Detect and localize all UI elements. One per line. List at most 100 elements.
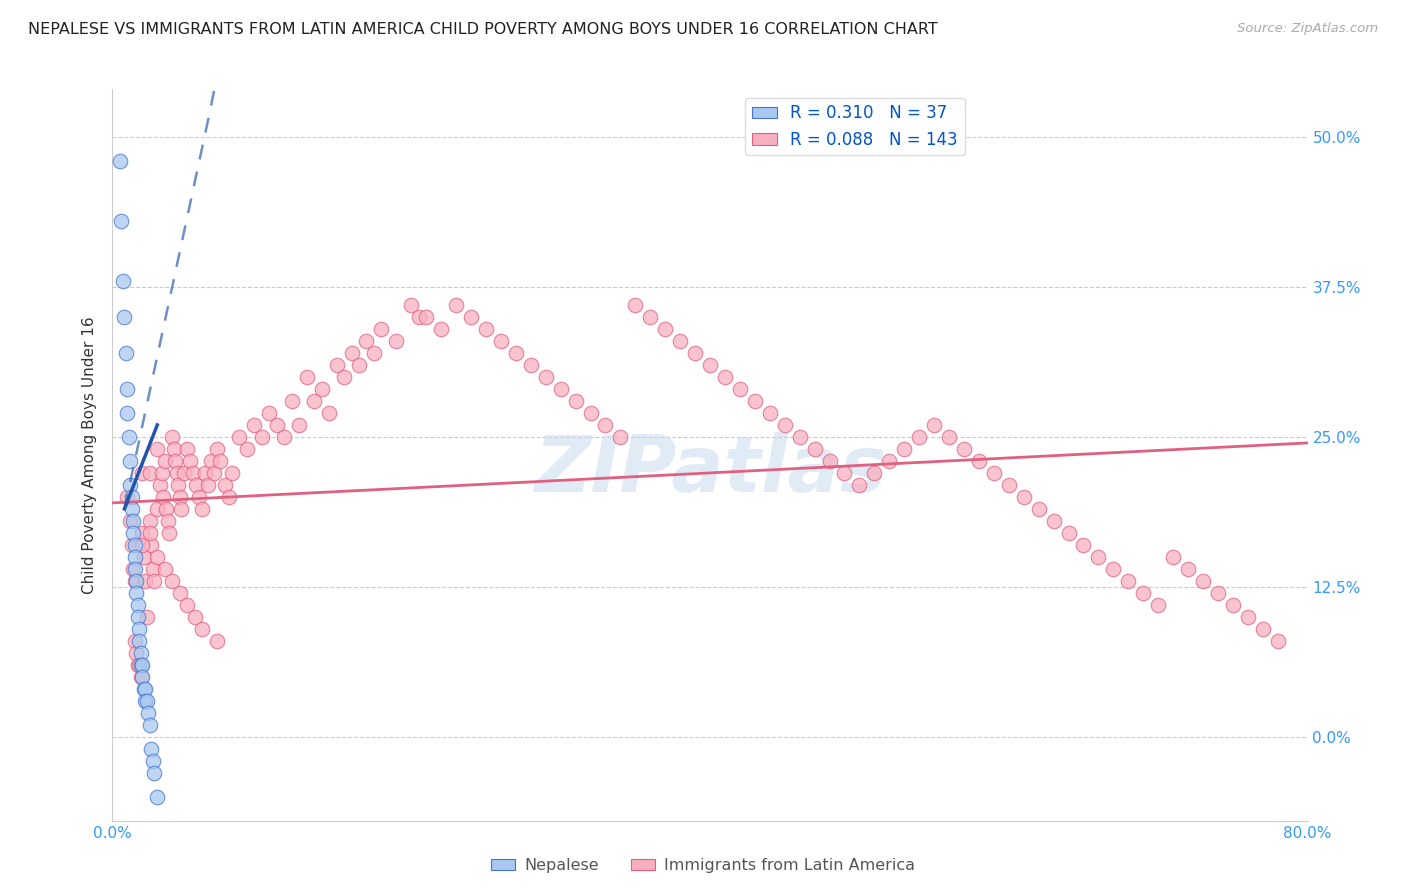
Point bbox=[401, 298, 423, 312]
Point bbox=[117, 490, 139, 504]
Point bbox=[143, 765, 166, 780]
Point bbox=[1102, 562, 1125, 576]
Point bbox=[173, 466, 195, 480]
Point bbox=[266, 417, 288, 432]
Point bbox=[1087, 549, 1109, 564]
Point bbox=[169, 586, 191, 600]
Point bbox=[877, 454, 901, 468]
Point bbox=[142, 562, 165, 576]
Legend: R = 0.310   N = 37, R = 0.088   N = 143: R = 0.310 N = 37, R = 0.088 N = 143 bbox=[745, 97, 965, 155]
Point bbox=[550, 382, 572, 396]
Point bbox=[759, 406, 782, 420]
Point bbox=[162, 430, 183, 444]
Point bbox=[165, 454, 187, 468]
Point bbox=[131, 466, 153, 480]
Point bbox=[638, 310, 662, 324]
Point bbox=[1206, 586, 1229, 600]
Point bbox=[998, 478, 1021, 492]
Point bbox=[773, 417, 796, 432]
Text: NEPALESE VS IMMIGRANTS FROM LATIN AMERICA CHILD POVERTY AMONG BOYS UNDER 16 CORR: NEPALESE VS IMMIGRANTS FROM LATIN AMERIC… bbox=[28, 22, 938, 37]
Point bbox=[789, 430, 811, 444]
Point bbox=[363, 346, 385, 360]
Point bbox=[1237, 609, 1260, 624]
Point bbox=[117, 406, 139, 420]
Point bbox=[124, 574, 146, 588]
Point bbox=[1057, 525, 1080, 540]
Point bbox=[122, 525, 145, 540]
Point bbox=[922, 417, 945, 432]
Point bbox=[385, 334, 408, 348]
Point bbox=[114, 310, 135, 324]
Point bbox=[132, 549, 155, 564]
Point bbox=[176, 598, 198, 612]
Point bbox=[131, 538, 153, 552]
Legend: Nepalese, Immigrants from Latin America: Nepalese, Immigrants from Latin America bbox=[484, 852, 922, 880]
Point bbox=[128, 633, 150, 648]
Point bbox=[176, 442, 198, 456]
Point bbox=[214, 478, 236, 492]
Point bbox=[228, 430, 250, 444]
Point bbox=[128, 657, 150, 672]
Point bbox=[131, 657, 153, 672]
Point bbox=[803, 442, 825, 456]
Point bbox=[134, 681, 156, 696]
Point bbox=[139, 466, 162, 480]
Point bbox=[475, 322, 498, 336]
Point bbox=[188, 490, 211, 504]
Text: ZIPatlas: ZIPatlas bbox=[534, 432, 886, 508]
Point bbox=[141, 538, 163, 552]
Point bbox=[134, 694, 156, 708]
Point bbox=[1028, 501, 1050, 516]
Point bbox=[170, 501, 193, 516]
Point bbox=[908, 430, 931, 444]
Point bbox=[146, 442, 169, 456]
Point bbox=[146, 501, 169, 516]
Point bbox=[460, 310, 482, 324]
Y-axis label: Child Poverty Among Boys Under 16: Child Poverty Among Boys Under 16 bbox=[82, 316, 97, 594]
Point bbox=[288, 417, 311, 432]
Point bbox=[131, 670, 153, 684]
Point bbox=[295, 370, 318, 384]
Point bbox=[122, 562, 145, 576]
Point bbox=[138, 706, 160, 720]
Point bbox=[167, 478, 190, 492]
Point bbox=[1222, 598, 1244, 612]
Point bbox=[259, 406, 281, 420]
Point bbox=[430, 322, 453, 336]
Point bbox=[444, 298, 467, 312]
Point bbox=[183, 609, 205, 624]
Point bbox=[1132, 586, 1154, 600]
Point bbox=[489, 334, 512, 348]
Point bbox=[163, 442, 186, 456]
Point bbox=[141, 741, 163, 756]
Point bbox=[179, 454, 201, 468]
Point bbox=[1073, 538, 1095, 552]
Point bbox=[818, 454, 841, 468]
Point bbox=[863, 466, 886, 480]
Point bbox=[408, 310, 430, 324]
Point bbox=[127, 657, 149, 672]
Point bbox=[609, 430, 631, 444]
Point bbox=[124, 633, 146, 648]
Point bbox=[534, 370, 557, 384]
Point bbox=[953, 442, 976, 456]
Point bbox=[155, 501, 177, 516]
Point bbox=[157, 525, 180, 540]
Point bbox=[1147, 598, 1170, 612]
Point bbox=[200, 454, 222, 468]
Point bbox=[340, 346, 363, 360]
Point bbox=[139, 717, 162, 731]
Point bbox=[243, 417, 266, 432]
Point bbox=[110, 214, 132, 228]
Point bbox=[983, 466, 1005, 480]
Point bbox=[1267, 633, 1289, 648]
Point bbox=[236, 442, 259, 456]
Point bbox=[595, 417, 617, 432]
Point bbox=[938, 430, 960, 444]
Point bbox=[125, 646, 148, 660]
Point bbox=[124, 562, 146, 576]
Point bbox=[194, 466, 217, 480]
Point bbox=[146, 549, 169, 564]
Point bbox=[1161, 549, 1184, 564]
Point bbox=[128, 622, 150, 636]
